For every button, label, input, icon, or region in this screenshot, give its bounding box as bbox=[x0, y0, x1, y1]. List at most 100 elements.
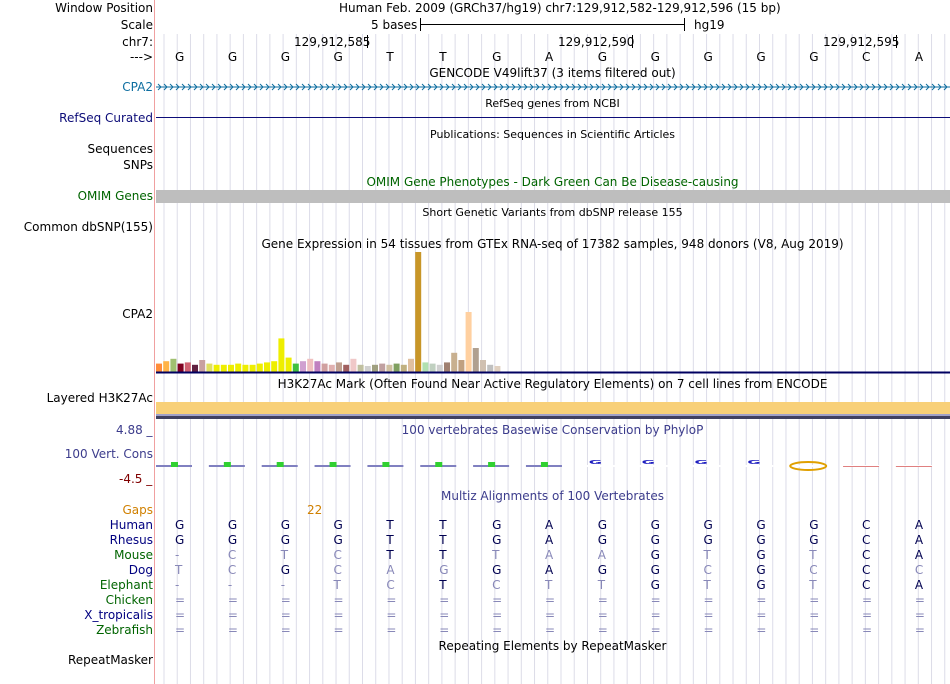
gtex-tissue-bar bbox=[220, 364, 227, 372]
base-letter: G bbox=[756, 50, 766, 64]
gencode-strand-chevron bbox=[901, 83, 906, 91]
multiz-base: G bbox=[280, 563, 290, 577]
multiz-base: = bbox=[597, 608, 608, 622]
gencode-strand-chevron bbox=[721, 83, 726, 91]
multiz-species-label[interactable]: Rhesus bbox=[109, 533, 153, 547]
gencode-strand-chevron bbox=[733, 83, 738, 91]
gtex-tissue-bar bbox=[271, 361, 278, 372]
gencode-strand-chevron bbox=[241, 83, 246, 91]
multiz-base: G bbox=[333, 533, 343, 547]
refseq-track-title[interactable]: RefSeq genes from NCBI bbox=[485, 97, 620, 110]
gencode-strand-chevron bbox=[853, 83, 858, 91]
phylop-base-mark bbox=[367, 462, 404, 467]
gtex-expression-chart[interactable] bbox=[156, 252, 950, 375]
gencode-strand-chevron bbox=[625, 83, 630, 91]
gencode-strand-chevron bbox=[517, 83, 522, 91]
multiz-base: = bbox=[809, 623, 820, 637]
gencode-strand-chevron bbox=[265, 83, 270, 91]
phylop-base-mark: G bbox=[684, 459, 721, 467]
phylop-track-title[interactable]: 100 vertebrates Basewise Conservation by… bbox=[401, 423, 704, 437]
multiz-base: T bbox=[280, 548, 289, 562]
gencode-strand-chevron bbox=[271, 83, 276, 91]
multiz-species-label[interactable]: Chicken bbox=[105, 593, 153, 607]
gencode-strand-chevron bbox=[283, 83, 288, 91]
gtex-tissue-bar bbox=[480, 360, 486, 372]
multiz-base: T bbox=[597, 578, 606, 592]
gtex-tissue-bar bbox=[307, 358, 314, 372]
multiz-base: C bbox=[227, 563, 237, 577]
multiz-species-label[interactable]: Elephant bbox=[99, 578, 153, 592]
gaps-label: Gaps bbox=[122, 503, 153, 517]
gencode-strand-chevron bbox=[367, 83, 372, 91]
gtex-gene-label[interactable]: CPA2 bbox=[122, 307, 153, 321]
h3k27ac-signal-bar[interactable] bbox=[156, 402, 950, 414]
gencode-gene-label[interactable]: CPA2 bbox=[122, 80, 153, 94]
gencode-strand-chevron bbox=[235, 83, 240, 91]
gencode-strand-chevron bbox=[193, 83, 198, 91]
phylop-label[interactable]: 100 Vert. Cons bbox=[64, 447, 153, 461]
multiz-base: = bbox=[756, 608, 767, 622]
gencode-strand-chevron bbox=[199, 83, 204, 91]
omim-label[interactable]: OMIM Genes bbox=[77, 189, 153, 203]
multiz-base: = bbox=[333, 608, 344, 622]
sequences-label[interactable]: Sequences bbox=[87, 142, 153, 156]
dbsnp-label[interactable]: Common dbSNP(155) bbox=[23, 220, 153, 234]
gencode-strand-chevron bbox=[211, 83, 216, 91]
gencode-strand-chevron bbox=[745, 83, 750, 91]
gencode-strand-chevron bbox=[553, 83, 558, 91]
gtex-tissue-bar bbox=[321, 363, 328, 372]
h3k27ac-label[interactable]: Layered H3K27Ac bbox=[46, 391, 153, 405]
multiz-base: - bbox=[227, 578, 233, 592]
phylop-base-mark bbox=[895, 465, 932, 467]
gencode-strand-chevron bbox=[727, 83, 732, 91]
multiz-species-label[interactable]: X_tropicalis bbox=[84, 608, 153, 622]
multiz-species-label[interactable]: Dog bbox=[128, 563, 153, 577]
repeatmasker-label[interactable]: RepeatMasker bbox=[67, 653, 153, 667]
coord-tick bbox=[896, 35, 897, 48]
multiz-base: = bbox=[597, 593, 608, 607]
gtex-track-title[interactable]: Gene Expression in 54 tissues from GTEx … bbox=[261, 237, 844, 251]
gtex-tissue-bar bbox=[494, 366, 501, 372]
multiz-base: = bbox=[914, 593, 925, 607]
multiz-track-title[interactable]: Multiz Alignments of 100 Vertebrates bbox=[440, 489, 665, 503]
refseq-gene-line[interactable] bbox=[156, 117, 950, 118]
gencode-strand-chevron bbox=[565, 83, 570, 91]
gencode-strand-chevron bbox=[655, 83, 660, 91]
snps-label[interactable]: SNPs bbox=[123, 158, 153, 172]
refseq-label[interactable]: RefSeq Curated bbox=[59, 111, 153, 125]
gtex-tissue-bar bbox=[336, 362, 342, 372]
multiz-species-label[interactable]: Zebrafish bbox=[96, 623, 153, 637]
publications-track-title[interactable]: Publications: Sequences in Scientific Ar… bbox=[430, 128, 675, 141]
gencode-strand-chevron bbox=[427, 83, 432, 91]
multiz-base: G bbox=[756, 578, 766, 592]
gencode-strand-chevron bbox=[457, 83, 462, 91]
gtex-tissue-bar bbox=[199, 360, 206, 372]
gencode-strand-chevron bbox=[907, 83, 912, 91]
multiz-base: = bbox=[492, 608, 503, 622]
multiz-species-label[interactable]: Human bbox=[109, 518, 153, 532]
repeatmasker-track-title[interactable]: Repeating Elements by RepeatMasker bbox=[438, 639, 667, 653]
gtex-tissue-bar bbox=[487, 364, 494, 372]
gencode-strand-chevron bbox=[703, 83, 708, 91]
gencode-strand-chevron bbox=[253, 83, 258, 91]
h3k27ac-track-title[interactable]: H3K27Ac Mark (Often Found Near Active Re… bbox=[277, 377, 828, 391]
base-letter: G bbox=[809, 50, 819, 64]
gtex-tissue-bar bbox=[415, 252, 422, 372]
omim-gene-bar[interactable] bbox=[156, 190, 950, 203]
gencode-strand-chevron bbox=[925, 83, 930, 91]
gencode-track-title[interactable]: GENCODE V49lift37 (3 items filtered out) bbox=[429, 66, 676, 80]
gencode-strand-chevron bbox=[487, 83, 492, 91]
dbsnp-track-title[interactable]: Short Genetic Variants from dbSNP releas… bbox=[422, 206, 683, 219]
omim-track-title[interactable]: OMIM Gene Phenotypes - Dark Green Can Be… bbox=[366, 175, 739, 189]
gtex-tissue-bar bbox=[206, 363, 213, 372]
gencode-gene-feature[interactable] bbox=[156, 81, 950, 93]
gencode-strand-chevron bbox=[787, 83, 792, 91]
gencode-strand-chevron bbox=[685, 83, 690, 91]
gencode-strand-chevron bbox=[937, 83, 942, 91]
gencode-strand-chevron bbox=[229, 83, 234, 91]
multiz-base: G bbox=[650, 518, 660, 532]
multiz-base: G bbox=[333, 518, 343, 532]
gencode-strand-chevron bbox=[247, 83, 252, 91]
multiz-species-label[interactable]: Mouse bbox=[114, 548, 153, 562]
